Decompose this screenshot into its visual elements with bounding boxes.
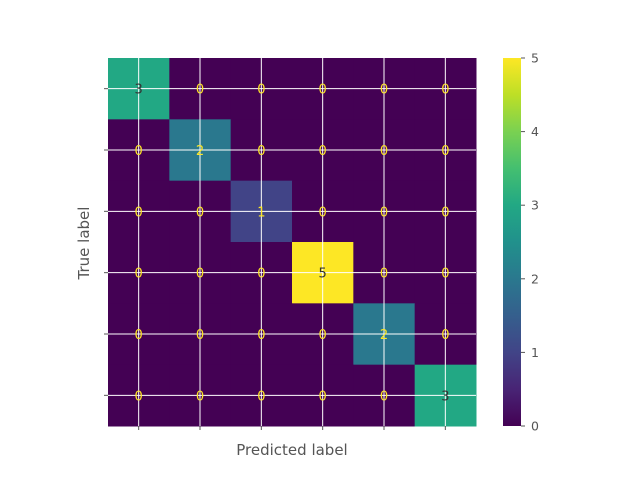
colorbar-tick-label: 1 bbox=[531, 345, 539, 360]
cell-value-label: 0 bbox=[319, 328, 327, 343]
cell-value-label: 0 bbox=[257, 328, 265, 343]
colorbar-tick-label: 2 bbox=[531, 271, 539, 286]
cell-value-label: 0 bbox=[319, 83, 327, 98]
heatmap-cells bbox=[108, 58, 477, 427]
cell-value-label: 0 bbox=[196, 205, 204, 220]
cell-value-label: 0 bbox=[135, 328, 143, 343]
cell-value-label: 0 bbox=[135, 389, 143, 404]
cell-value-label: 2 bbox=[380, 328, 388, 343]
colorbar-tick-label: 0 bbox=[531, 419, 539, 434]
y-ticks bbox=[104, 88, 108, 396]
cell-value-label: 0 bbox=[380, 389, 388, 404]
cell-value-label: 3 bbox=[441, 389, 449, 404]
cell-value-label: 5 bbox=[319, 267, 327, 282]
colorbar-tick-label: 4 bbox=[531, 124, 539, 139]
cell-value-label: 0 bbox=[257, 144, 265, 159]
x-ticks bbox=[138, 426, 446, 430]
cell-value-label: 0 bbox=[441, 267, 449, 282]
colorbar bbox=[503, 58, 521, 426]
cell-value-label: 0 bbox=[135, 267, 143, 282]
cell-value-label: 1 bbox=[257, 205, 265, 220]
cell-value-label: 0 bbox=[196, 389, 204, 404]
colorbar-tick-label: 3 bbox=[531, 198, 539, 213]
cell-value-label: 0 bbox=[196, 83, 204, 98]
cell-value-label: 0 bbox=[257, 267, 265, 282]
cell-value-label: 0 bbox=[135, 144, 143, 159]
y-axis-label: True label bbox=[75, 207, 93, 281]
cell-value-label: 0 bbox=[380, 83, 388, 98]
cell-value-label: 0 bbox=[196, 267, 204, 282]
cell-value-label: 0 bbox=[380, 267, 388, 282]
colorbar-ticks: 0 1 2 3 4 5 bbox=[521, 51, 539, 434]
cell-value-label: 0 bbox=[196, 328, 204, 343]
cell-value-label: 0 bbox=[380, 144, 388, 159]
cell-annotations: 3 0 0 0 0 0 0 2 0 0 0 0 0 0 1 0 0 0 0 0 0 5 0 0 0 0 0 0 2 0 0 0 0 0 0 3 bbox=[135, 83, 450, 405]
x-axis-label: Predicted label bbox=[236, 441, 347, 459]
cell-value-label: 3 bbox=[135, 83, 143, 98]
cell-value-label: 0 bbox=[257, 83, 265, 98]
cell-value-label: 0 bbox=[319, 389, 327, 404]
cell-value-label: 0 bbox=[441, 144, 449, 159]
cell-value-label: 0 bbox=[441, 83, 449, 98]
cell-value-label: 0 bbox=[441, 205, 449, 220]
cell-value-label: 0 bbox=[441, 328, 449, 343]
cell-value-label: 0 bbox=[257, 389, 265, 404]
cell-value-label: 0 bbox=[380, 205, 388, 220]
colorbar-tick-label: 5 bbox=[531, 51, 539, 66]
cell-value-label: 0 bbox=[319, 205, 327, 220]
cell-value-label: 0 bbox=[135, 205, 143, 220]
grid-lines bbox=[108, 58, 476, 426]
cell-value-label: 0 bbox=[319, 144, 327, 159]
cell-value-label: 2 bbox=[196, 144, 204, 159]
